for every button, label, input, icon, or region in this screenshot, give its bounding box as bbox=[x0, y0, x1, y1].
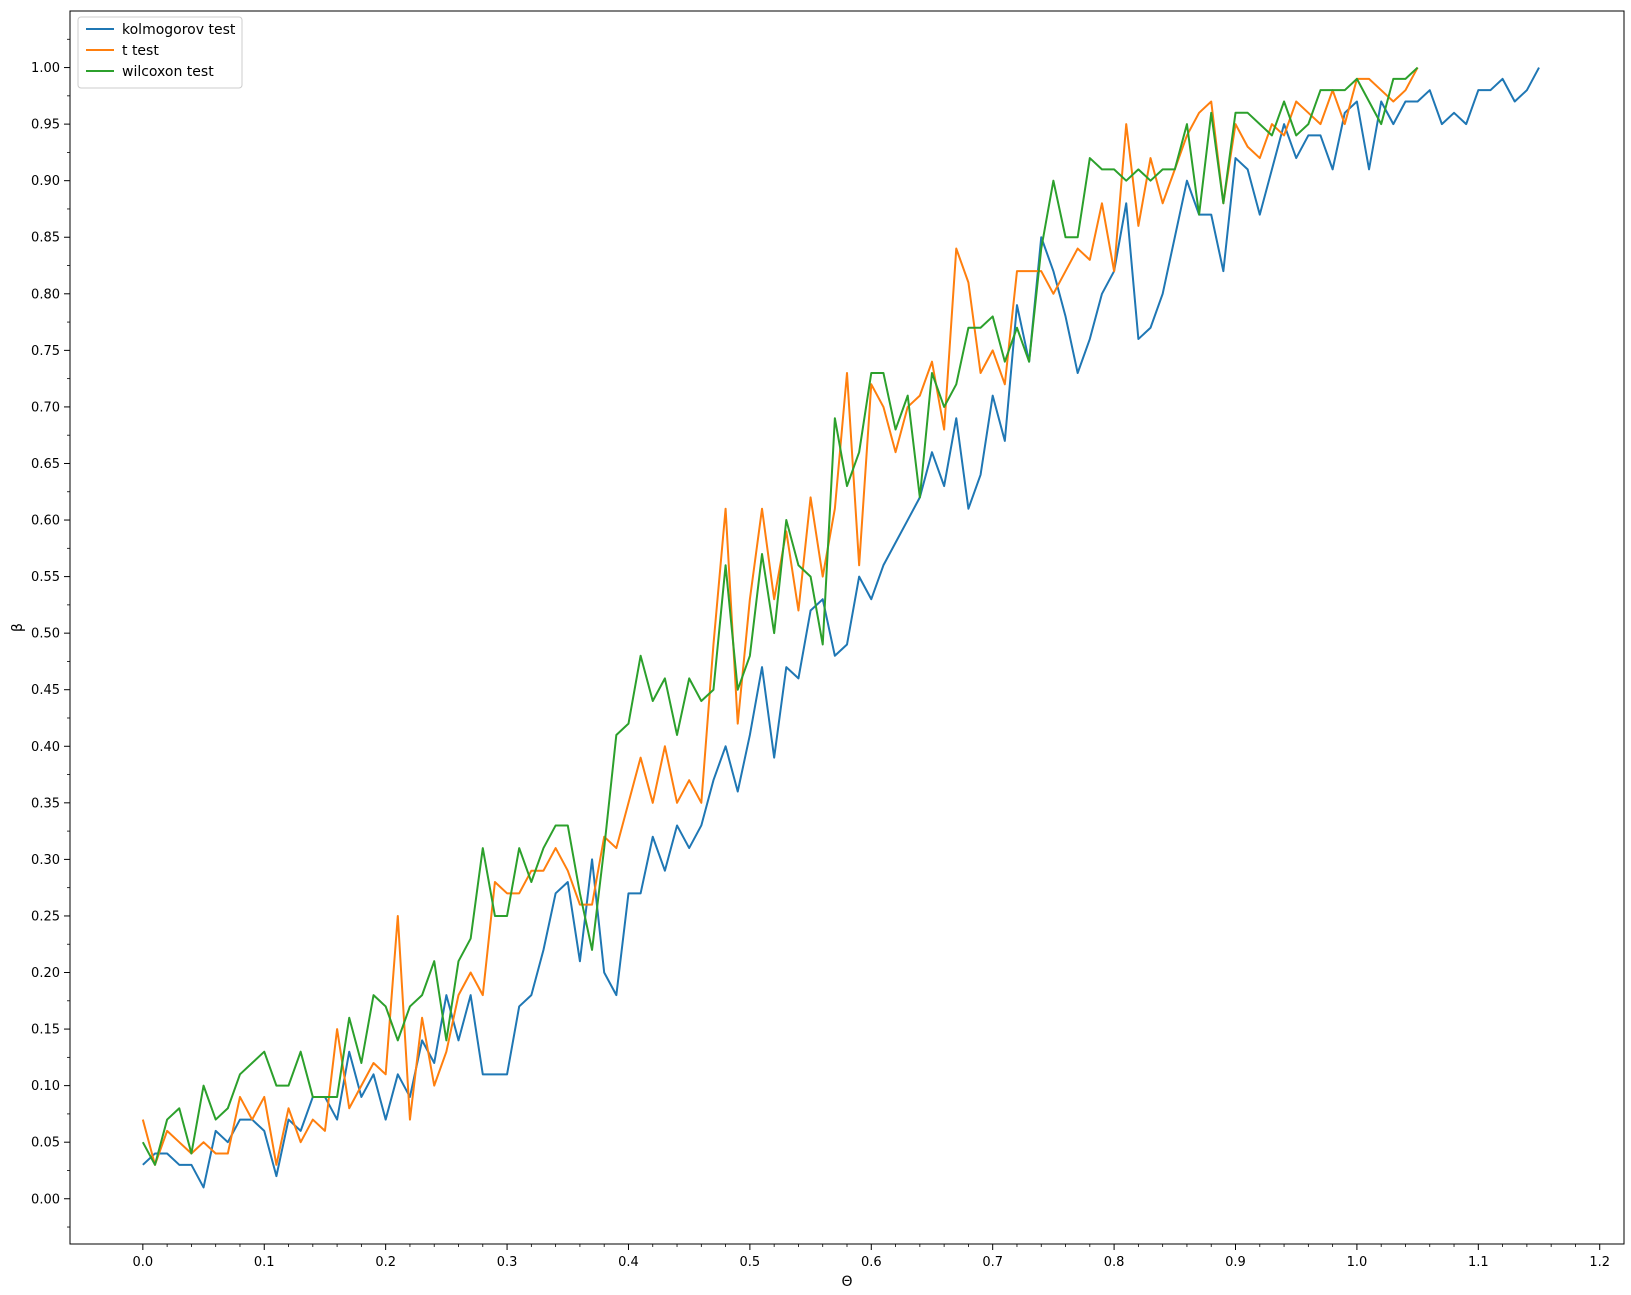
x-tick-label: 0.0 bbox=[133, 1255, 154, 1270]
y-tick-label: 0.40 bbox=[31, 740, 60, 755]
x-tick-label: 0.5 bbox=[740, 1255, 761, 1270]
legend-label-kolmogorov-test: kolmogorov test bbox=[122, 22, 236, 38]
x-tick-label: 1.1 bbox=[1468, 1255, 1489, 1270]
x-tick-label: 0.4 bbox=[618, 1255, 639, 1270]
legend-label-wilcoxon-test: wilcoxon test bbox=[122, 64, 214, 80]
x-tick-label: 1.2 bbox=[1589, 1255, 1610, 1270]
y-tick-label: 0.15 bbox=[31, 1023, 60, 1038]
legend: kolmogorov test t test wilcoxon test bbox=[77, 16, 243, 89]
x-tick-label: 0.2 bbox=[375, 1255, 396, 1270]
y-tick-label: 0.35 bbox=[31, 796, 60, 811]
x-tick-label: 0.1 bbox=[254, 1255, 275, 1270]
legend-box bbox=[77, 16, 243, 89]
y-tick-label: 0.95 bbox=[31, 118, 60, 133]
y-tick-label: 0.85 bbox=[31, 231, 60, 246]
y-tick-label: 0.70 bbox=[31, 400, 60, 415]
y-tick-label: 0.60 bbox=[31, 514, 60, 529]
y-tick-label: 0.75 bbox=[31, 344, 60, 359]
x-axis: 0.0 0.1 0.2 0.3 0.4 0.5 0.6 0.7 0.8 0.9 1.0 1.1 1.2 bbox=[133, 1244, 1610, 1270]
y-tick-label: 0.50 bbox=[31, 627, 60, 642]
y-tick-label: 0.90 bbox=[31, 174, 60, 189]
x-tick-label: 0.9 bbox=[1225, 1255, 1246, 1270]
y-tick-label: 0.25 bbox=[31, 909, 60, 924]
y-tick-label: 0.80 bbox=[31, 287, 60, 302]
series-line-t-test bbox=[141, 67, 1419, 1166]
y-tick-label: 0.30 bbox=[31, 853, 60, 868]
y-tick-label: 0.05 bbox=[31, 1136, 60, 1151]
y-tick-label: 0.10 bbox=[31, 1079, 60, 1094]
series-line-kolmogorov-test bbox=[142, 67, 1540, 1189]
x-tick-label: 0.3 bbox=[497, 1255, 518, 1270]
x-axis-label: Θ bbox=[841, 1274, 852, 1290]
x-tick-label: 0.7 bbox=[982, 1255, 1003, 1270]
x-tick-label: 0.6 bbox=[861, 1255, 882, 1270]
y-axis: 0.00 0.05 0.10 0.15 0.20 0.25 0.30 0.35 0.40 0.45… bbox=[31, 38, 70, 1228]
y-tick-label: 0.45 bbox=[31, 683, 60, 698]
y-tick-label: 1.00 bbox=[31, 61, 60, 76]
y-tick-label: 0.65 bbox=[31, 457, 60, 472]
legend-label-t-test: t test bbox=[122, 43, 159, 59]
y-tick-label: 0.00 bbox=[31, 1192, 60, 1207]
y-tick-label: 0.20 bbox=[31, 966, 60, 981]
series-layer bbox=[141, 66, 1540, 1189]
x-tick-label: 0.8 bbox=[1104, 1255, 1125, 1270]
series-line-wilcoxon-test bbox=[141, 66, 1419, 1166]
y-axis-label: β bbox=[10, 623, 26, 632]
y-tick-label: 0.55 bbox=[31, 570, 60, 585]
x-tick-label: 1.0 bbox=[1347, 1255, 1368, 1270]
